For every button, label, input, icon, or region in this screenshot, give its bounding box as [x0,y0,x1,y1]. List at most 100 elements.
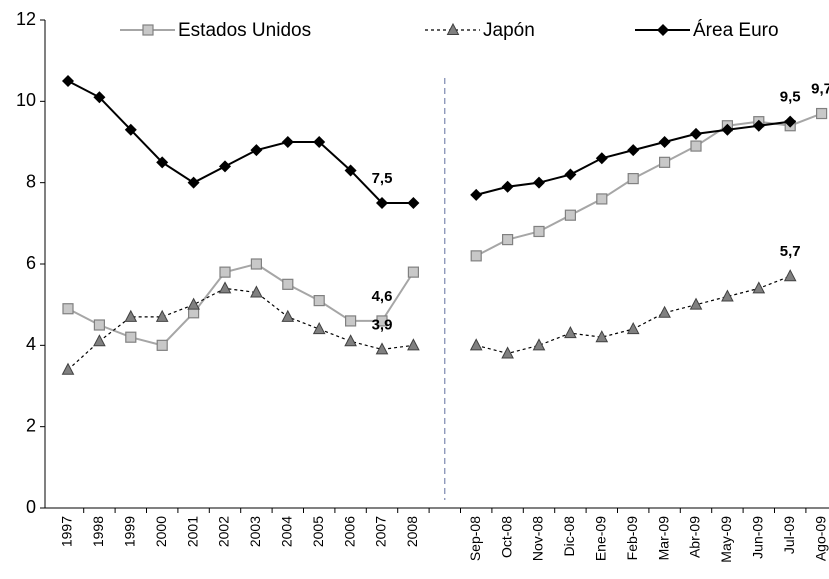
x-tick-label: Jun-09 [750,516,766,559]
marker [218,281,232,294]
marker [93,334,106,347]
y-tick-label: 4 [26,334,36,354]
x-tick-label: 2001 [184,516,200,547]
x-tick-label: Jul-09 [781,516,797,554]
x-tick-label: Ene-09 [593,516,609,561]
marker [407,266,419,278]
marker [721,123,734,136]
marker [156,339,168,351]
marker [124,123,137,136]
marker [627,144,640,157]
x-tick-label: 2002 [216,516,232,547]
legend-label: Estados Unidos [178,20,311,41]
x-tick-label: 2006 [341,516,357,547]
marker [313,136,326,148]
marker [721,289,734,302]
marker [219,160,231,173]
marker [690,140,702,152]
marker [124,309,138,322]
marker [689,297,703,310]
marker [564,209,577,221]
x-tick-label: Ago-09 [812,516,828,561]
marker [658,305,671,318]
marker [627,173,639,185]
x-tick-label: Oct-08 [498,516,514,558]
x-tick-label: 2008 [404,516,420,547]
legend-label: Área Euro [693,20,779,41]
marker [250,144,263,157]
marker [501,180,514,193]
marker [784,115,797,128]
marker [376,197,388,209]
x-tick-label: May-09 [718,516,734,563]
y-tick-label: 12 [16,9,36,29]
marker [446,22,460,35]
marker [658,136,671,148]
x-tick-label: Nov-08 [530,516,546,561]
marker [93,319,106,331]
marker [93,91,106,104]
x-tick-label: 2007 [373,516,389,547]
marker [250,285,263,298]
marker [250,258,262,270]
x-tick-label: 1998 [90,516,106,547]
marker [407,197,420,209]
marker [155,309,169,322]
marker [470,188,483,201]
y-tick-label: 2 [26,415,36,435]
series-line [67,275,791,371]
marker [282,278,294,290]
marker [344,334,357,347]
marker [156,156,169,169]
marker [281,309,295,322]
x-tick-label: Feb-09 [624,516,640,561]
x-tick-label: 1999 [122,516,138,547]
data-label: 9,7 [811,81,829,98]
marker [815,107,828,120]
marker [752,119,765,132]
marker [62,75,74,87]
marker [142,24,154,36]
marker [564,326,577,339]
data-label: 7,5 [372,170,393,187]
x-tick-label: Dic-08 [561,516,577,557]
marker [313,295,325,307]
marker [532,338,546,351]
marker [469,338,483,351]
data-label: 9,5 [780,89,801,106]
marker [690,127,702,140]
marker [125,331,137,343]
marker [312,321,326,335]
y-tick-label: 0 [26,497,36,517]
marker [219,266,231,278]
marker [595,330,609,343]
marker [596,193,608,205]
y-tick-label: 6 [26,253,36,273]
x-tick-label: 2000 [153,516,169,547]
x-tick-label: 1997 [59,516,75,547]
marker [533,176,545,189]
x-tick-label: Sep-08 [467,516,483,561]
x-tick-label: Abr-09 [687,516,703,558]
series-line [67,80,791,204]
marker [375,342,389,355]
marker [502,234,514,246]
y-tick-label: 8 [26,171,36,191]
marker [533,225,545,238]
marker [501,346,514,359]
marker [595,152,608,165]
data-label: 5,7 [780,243,801,260]
marker [62,303,74,315]
marker [658,156,671,168]
legend-label: Japón [483,20,535,41]
marker [344,164,357,177]
x-tick-label: 2003 [247,516,263,547]
marker [407,338,420,351]
x-tick-label: 2004 [279,516,295,547]
marker [783,269,797,282]
marker [657,24,669,36]
marker [564,168,577,181]
marker [376,315,388,327]
marker [752,281,766,294]
